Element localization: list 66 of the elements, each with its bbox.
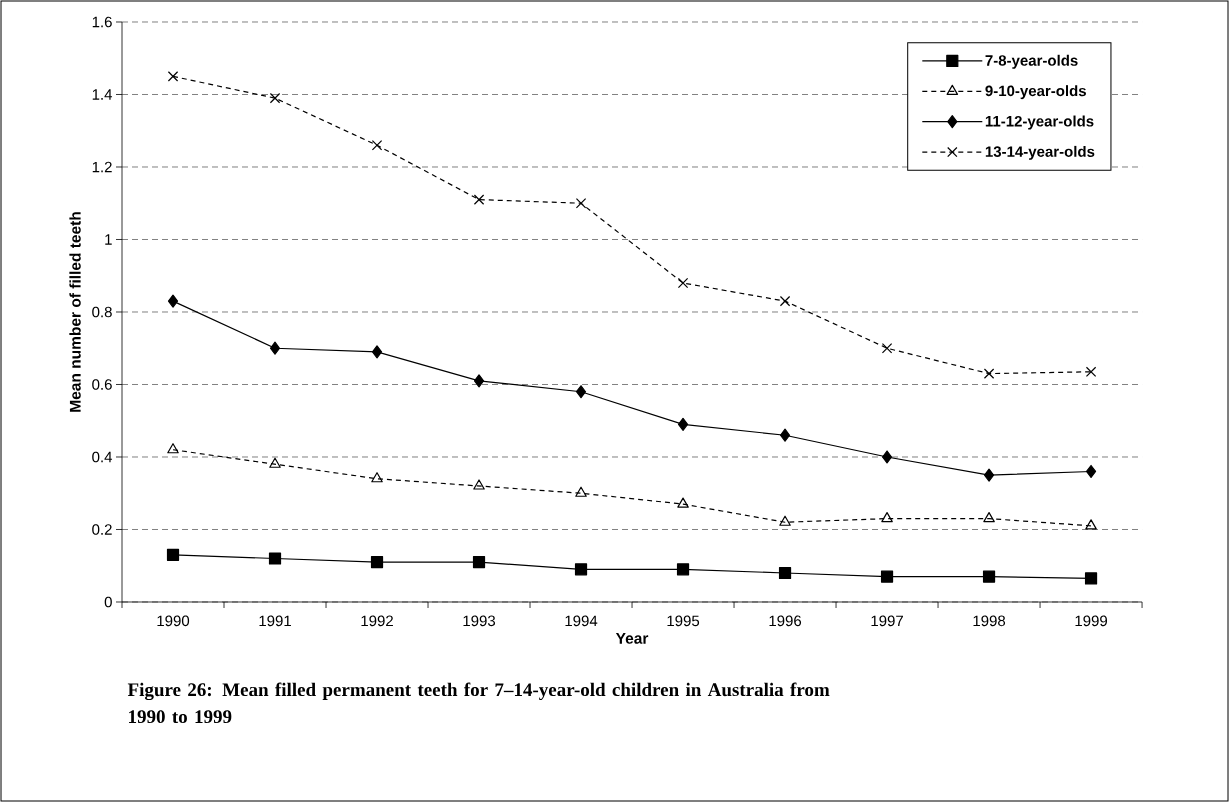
y-tick-label: 0.8 [92,306,112,318]
x-axis-title: Year [615,633,649,644]
point [1085,366,1097,377]
legend-label: 9-10-year-olds [985,85,1086,100]
point [167,71,179,82]
point [982,570,996,583]
point [575,486,587,497]
point [1085,464,1097,479]
y-tick-label: 1 [105,234,112,245]
x-tick-label: 1991 [259,615,291,627]
x-tick-label: 1993 [463,615,496,627]
point [881,512,893,523]
point [779,515,791,526]
point [473,479,485,490]
point [472,556,486,569]
point [370,556,384,569]
point [473,194,485,205]
y-tick-label: 1.6 [92,16,112,28]
point [881,343,893,354]
point [778,566,792,580]
point [371,472,383,483]
point [269,457,281,468]
point [677,277,689,289]
point [880,570,894,583]
point [881,450,893,464]
y-axis-title: Mean number of filled teeth [69,212,81,412]
point [269,341,281,355]
x-tick-label: 1995 [667,615,700,627]
point [1085,519,1097,530]
x-tick-label: 1998 [973,615,1006,627]
x-tick-label: 1999 [1075,615,1108,627]
legend-label: 11-12-year-olds [985,115,1094,130]
point [167,443,179,454]
point [983,468,995,482]
point [779,295,791,307]
point [677,417,689,431]
y-tick-label: 0.6 [92,379,112,390]
point [1084,572,1098,585]
y-tick-label: 1.4 [92,89,113,100]
x-tick-label: 1992 [361,615,393,627]
point [677,497,689,508]
point [575,198,587,209]
point [166,548,180,561]
x-tick-label: 1990 [157,615,190,627]
point [371,345,383,359]
x-tick-label: 1997 [871,615,903,627]
point [575,385,587,399]
y-tick-label: 0 [104,596,112,608]
point [983,512,995,523]
legend-label: 13-14-year-olds [985,145,1095,160]
point [268,552,282,565]
point [167,294,179,308]
point [574,563,588,576]
y-tick-label: 1.2 [92,161,112,173]
x-tick-label: 1996 [769,615,802,627]
point [473,374,485,388]
point [779,428,791,442]
y-tick-label: 0.2 [92,524,112,535]
point [371,140,383,151]
point [676,563,690,576]
legend-label: 7-8-year-olds [985,54,1078,69]
point [269,92,281,104]
x-tick-label: 1994 [565,615,598,627]
text: Figure 26: Mean filled permanent teeth for 7–14-year-old children in Australia from 1990 to 1999 [127,682,830,724]
point [983,368,995,379]
y-tick-label: 0.4 [92,451,113,463]
